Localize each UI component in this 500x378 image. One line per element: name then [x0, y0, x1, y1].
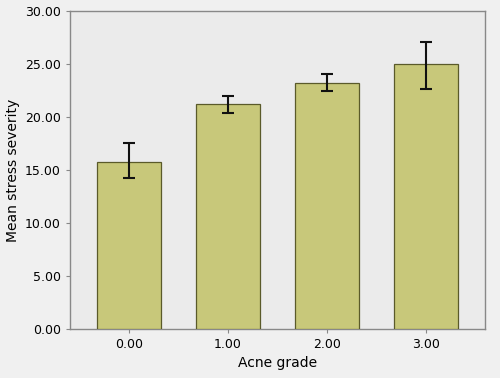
- Y-axis label: Mean stress severity: Mean stress severity: [6, 99, 20, 242]
- Bar: [196, 104, 260, 329]
- X-axis label: Acne grade: Acne grade: [238, 356, 317, 370]
- Bar: [97, 162, 162, 329]
- Bar: [394, 64, 458, 329]
- Bar: [295, 83, 359, 329]
